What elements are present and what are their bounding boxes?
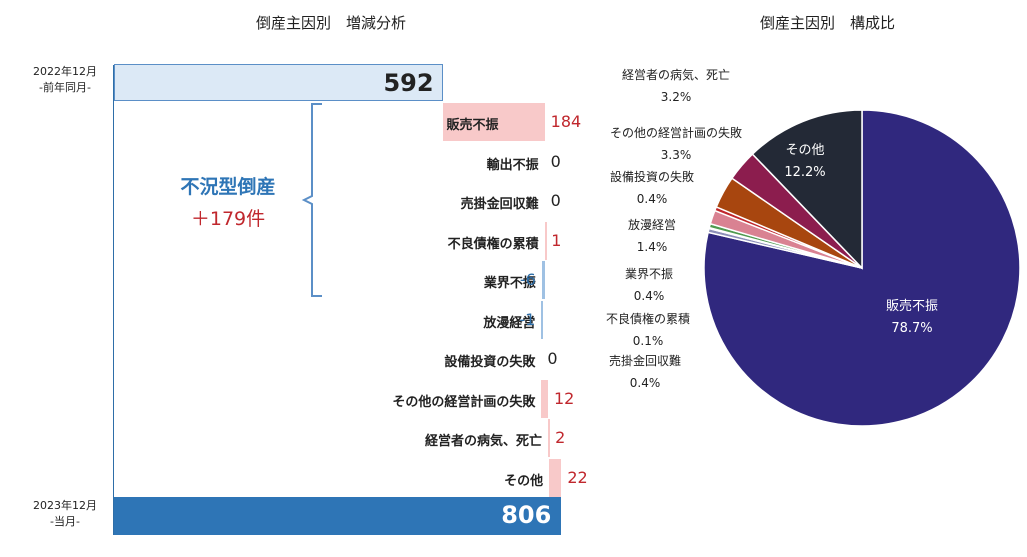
curr-total-bar: 806 [114, 497, 562, 535]
waterfall-category-label: 業界不振 [483, 276, 536, 291]
waterfall-bar [544, 221, 547, 260]
pie-slice-value: 0.4% [633, 289, 665, 303]
waterfall-category-label: 輸出不振 [486, 157, 539, 173]
waterfall-value-label: 0 [550, 191, 561, 210]
bracket-value: ＋179件 [190, 208, 266, 230]
curr-period: 2023年12月 [33, 499, 97, 512]
pie-slice-label: 販売不振 78.7% [822, 296, 1002, 340]
waterfall-bar [442, 103, 545, 141]
waterfall-value-label: 22 [567, 467, 588, 487]
curr-period-sub: -当月- [50, 515, 80, 528]
pie-slice-label: 業界不振 0.4% [559, 263, 739, 307]
waterfall-category-label: 売掛金回収難 [460, 197, 539, 212]
pie-slice-name: 設備投資の失敗 [609, 170, 694, 184]
waterfall-category-label: その他 [504, 473, 544, 489]
pie-slice-value: 78.7% [891, 321, 933, 336]
waterfall-value-label: 1 [551, 230, 562, 250]
waterfall-category-label: その他の経営計画の失敗 [392, 394, 536, 410]
waterfall-category-label: 販売不振 [446, 118, 499, 133]
axis-line [113, 65, 114, 535]
pie-slice-label: 経営者の病気、死亡 3.2% [586, 64, 766, 108]
waterfall-value-label: 0 [547, 349, 558, 368]
curr-total-value: 806 [501, 501, 552, 529]
pie-slice-value: 3.3% [660, 148, 692, 162]
waterfall-category-label: 経営者の病気、死亡 [425, 434, 543, 449]
waterfall-value-label: 0 [550, 151, 561, 171]
pie-slice-value: 0.4% [629, 376, 661, 390]
pie-slice [751, 109, 863, 270]
pie-slice-label: その他 12.2% [715, 140, 895, 184]
pie-slice-name: 放漫経営 [627, 218, 676, 232]
pie-slice-name: その他 [785, 143, 825, 158]
prev-period: 2022年12月 [33, 65, 97, 78]
waterfall-bar [541, 261, 546, 299]
curr-period-label: 2023年12月 -当月- [20, 498, 110, 530]
pie-slice-name: 販売不振 [885, 299, 938, 314]
pie-slice-label: 不良債権の累積 0.1% [558, 308, 738, 352]
waterfall-value-label: 184 [550, 112, 582, 131]
pie-slice-label: その他の経営計画の失敗 3.3% [586, 122, 766, 166]
pie-slice-label: 放漫経営 1.4% [562, 214, 742, 258]
pie-slice-value: 0.1% [632, 334, 664, 348]
pie-slice-name: 不良債権の累積 [605, 312, 690, 326]
pie-slice-label: 売掛金回収難 0.4% [555, 350, 735, 394]
pie-slice-label: 設備投資の失敗 0.4% [562, 166, 742, 210]
pie-slice-value: 0.4% [636, 192, 668, 206]
pie-slice-value: 1.4% [636, 240, 668, 254]
pie-slice-value: 3.2% [660, 90, 692, 104]
pie-slice-name: 売掛金回収難 [608, 354, 681, 368]
waterfall-title: 倒産主因別 増減分析 [256, 14, 407, 32]
waterfall-value-label: -1 [519, 309, 536, 329]
prev-period-sub: -前年同月- [39, 81, 91, 94]
pie-slice-name: 経営者の病気、死亡 [621, 68, 730, 82]
waterfall-bar [548, 419, 550, 457]
waterfall-bar [541, 300, 544, 339]
pie-title: 倒産主因別 構成比 [760, 14, 896, 32]
waterfall-value-label: 2 [555, 428, 566, 447]
pie-slice-name: 業界不振 [624, 267, 673, 281]
waterfall-bar [541, 379, 548, 418]
waterfall-category-label: 不良債権の累積 [447, 236, 539, 252]
pie-slice-name: その他の経営計画の失敗 [609, 126, 742, 140]
prev-total-bar: 592 [114, 64, 443, 101]
bracket-label: 不況型倒産 [180, 176, 276, 198]
prev-total-value: 592 [383, 69, 434, 97]
waterfall-bar [549, 458, 562, 497]
waterfall-value-label: 12 [554, 388, 575, 408]
waterfall-category-label: 放漫経営 [483, 315, 536, 331]
bracket [301, 103, 322, 297]
pie-slice-value: 12.2% [784, 165, 826, 180]
prev-period-label: 2022年12月 -前年同月- [20, 64, 110, 96]
bracket-line [301, 103, 322, 297]
waterfall-value-label: -6 [519, 270, 536, 289]
waterfall-category-label: 設備投資の失敗 [444, 355, 536, 370]
